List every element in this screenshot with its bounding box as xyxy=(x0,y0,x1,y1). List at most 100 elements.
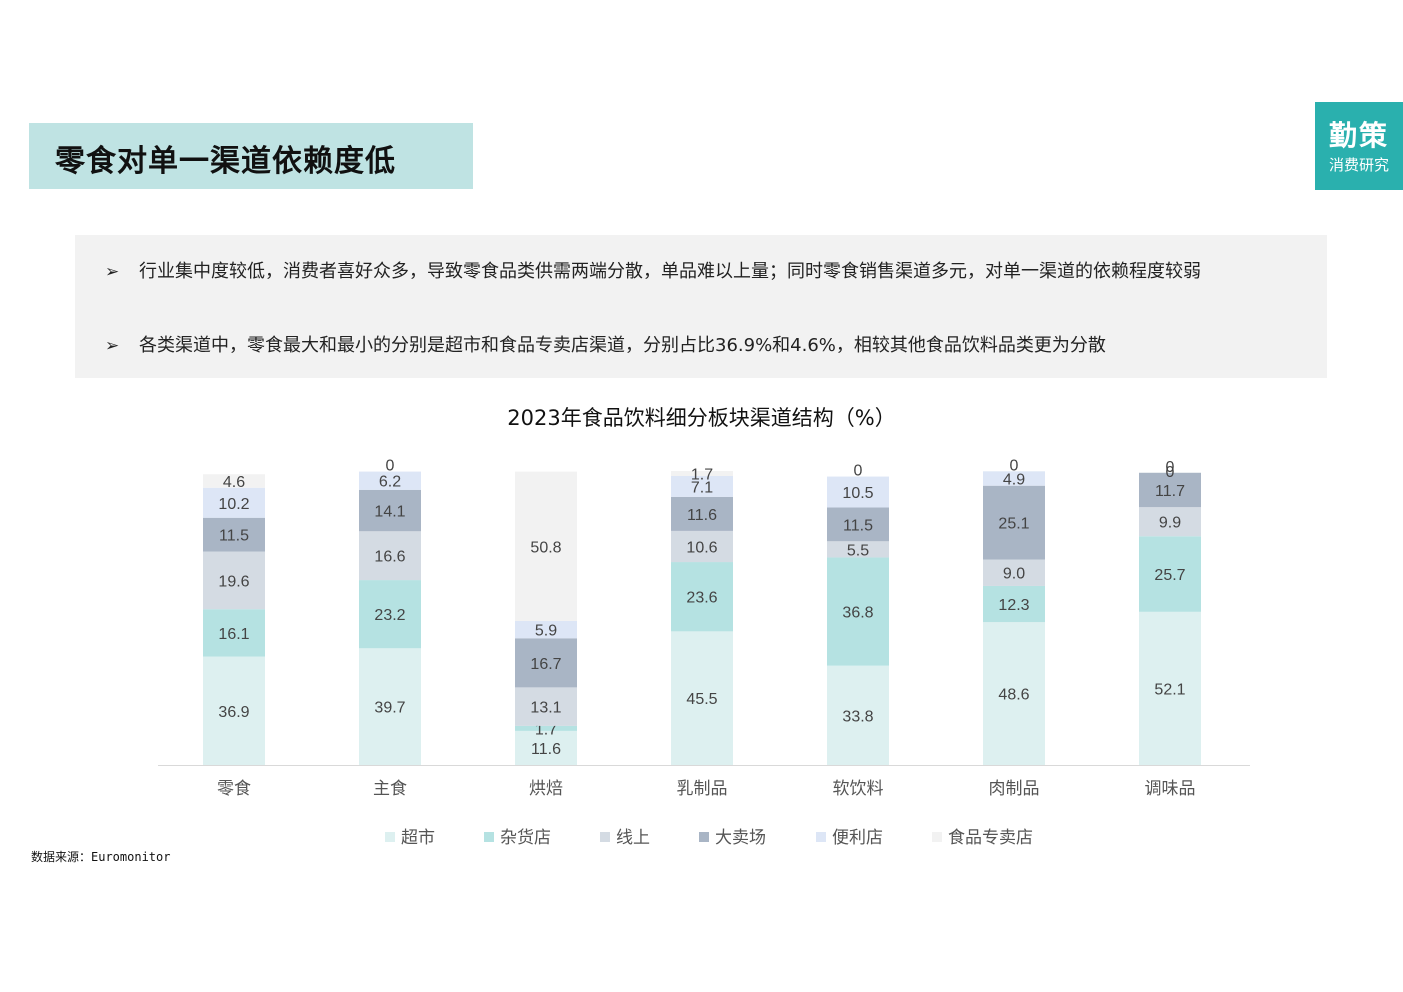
bar-segment xyxy=(203,517,265,552)
data-label: 6.2 xyxy=(379,474,401,491)
legend-label: 杂货店 xyxy=(500,828,551,848)
bar-segment xyxy=(1139,472,1201,508)
legend-label: 便利店 xyxy=(832,828,883,848)
data-label: 39.7 xyxy=(374,700,405,717)
bar-segment xyxy=(515,730,577,765)
x-tick-label: 软饮料 xyxy=(833,779,884,799)
bar-segment xyxy=(671,530,733,563)
data-label: 25.1 xyxy=(998,516,1029,533)
chart-title: 2023年食品饮料细分板块渠道结构（%） xyxy=(507,406,896,430)
bar-segment xyxy=(671,475,733,497)
section-title-box: 零食对单一渠道依赖度低 xyxy=(29,123,473,189)
legend-swatch xyxy=(484,832,494,842)
brand-logo: 勤策 消费研究 xyxy=(1315,102,1403,190)
legend-item: 杂货店 xyxy=(484,823,551,848)
data-label: 7.1 xyxy=(691,479,713,496)
data-label: 11.6 xyxy=(531,741,561,758)
data-label: 45.5 xyxy=(686,691,717,708)
data-label: 12.3 xyxy=(998,597,1029,614)
bar-segment xyxy=(827,507,889,542)
bar-segment xyxy=(827,557,889,666)
legend-item: 线上 xyxy=(600,823,650,848)
data-label: 4.9 xyxy=(1003,471,1025,488)
data-label: 11.5 xyxy=(843,517,873,534)
bar-segment xyxy=(359,531,421,581)
bar-segment xyxy=(515,687,577,726)
bullet-arrow-icon: ➢ xyxy=(105,262,120,282)
data-label: 25.7 xyxy=(1154,567,1185,584)
legend-item: 便利店 xyxy=(816,823,883,848)
x-tick-label: 乳制品 xyxy=(677,779,728,799)
logo-text-sub: 消费研究 xyxy=(1328,156,1389,174)
data-label: 13.1 xyxy=(530,700,561,717)
bar-segment xyxy=(671,562,733,632)
bar-segment xyxy=(515,620,577,639)
bar-segment xyxy=(359,580,421,649)
data-label: 11.6 xyxy=(687,507,717,524)
data-label: 0 xyxy=(1166,464,1175,481)
bar-segment xyxy=(827,476,889,508)
data-source-note: 数据来源：Euromonitor xyxy=(31,850,171,864)
data-label: 0 xyxy=(1166,459,1175,476)
data-label: 5.9 xyxy=(535,623,557,640)
data-label: 1.7 xyxy=(691,466,713,483)
data-label: 36.8 xyxy=(842,605,873,622)
data-label: 11.5 xyxy=(219,528,249,545)
chart-legend: 超市 杂货店 线上 大卖场 便利店 食品专卖店 xyxy=(0,823,1403,848)
x-tick-label: 烘焙 xyxy=(529,779,563,799)
data-label: 23.6 xyxy=(686,590,717,607)
bar-segment xyxy=(983,471,1045,486)
legend-label: 食品专卖店 xyxy=(948,828,1033,848)
bar-segment xyxy=(203,487,265,518)
data-label: 16.6 xyxy=(374,549,405,566)
legend-swatch xyxy=(699,832,709,842)
data-label: 10.5 xyxy=(842,485,873,502)
bar-segment xyxy=(671,496,733,531)
x-tick-label: 调味品 xyxy=(1145,779,1196,799)
bar-segment xyxy=(1139,507,1201,537)
data-label: 36.9 xyxy=(218,704,249,721)
data-label: 16.1 xyxy=(218,626,249,643)
data-label: 0 xyxy=(854,463,863,480)
stacked-bar-chart: 36.9 16.1 19.6 11.5 10.2 4.6 零食 39.7 23.2 16.6 14.… xyxy=(158,457,1250,799)
data-label: 23.2 xyxy=(374,607,405,624)
bar-segment xyxy=(515,638,577,688)
bullet-arrow-icon: ➢ xyxy=(105,336,120,356)
legend-item: 大卖场 xyxy=(699,823,766,848)
data-label: 33.8 xyxy=(842,708,873,725)
bar-segment xyxy=(1139,611,1201,765)
data-label: 0 xyxy=(386,458,395,475)
bar-segment xyxy=(359,471,421,490)
data-label: 19.6 xyxy=(218,573,249,590)
data-label: 16.7 xyxy=(530,656,561,673)
data-label: 50.8 xyxy=(530,539,561,556)
legend-swatch xyxy=(385,832,395,842)
bar-segment xyxy=(359,489,421,532)
x-tick-label: 零食 xyxy=(217,779,251,799)
bar-segment xyxy=(671,631,733,765)
legend-label: 线上 xyxy=(616,828,650,848)
data-label: 14.1 xyxy=(374,504,405,521)
summary-box: ➢ 行业集中度较低，消费者喜好众多，导致零食品类供需两端分散，单品难以上量；同时… xyxy=(75,235,1327,378)
logo-text-main: 勤策 xyxy=(1328,119,1389,152)
summary-point: 行业集中度较低，消费者喜好众多，导致零食品类供需两端分散，单品难以上量；同时零食… xyxy=(139,261,1201,282)
data-label: 10.6 xyxy=(686,539,717,556)
legend-swatch xyxy=(816,832,826,842)
bar-segment xyxy=(671,471,733,476)
page-title: 零食对单一渠道依赖度低 xyxy=(55,144,396,179)
data-label: 9.0 xyxy=(1003,566,1025,583)
bar-segment xyxy=(983,485,1045,560)
bar-segment xyxy=(359,648,421,765)
x-tick-label: 主食 xyxy=(373,779,407,799)
legend-swatch xyxy=(932,832,942,842)
legend-label: 超市 xyxy=(401,828,435,848)
data-label: 9.9 xyxy=(1159,515,1181,532)
data-label: 52.1 xyxy=(1154,681,1185,698)
bar-segment xyxy=(827,541,889,558)
summary-point: 各类渠道中，零食最大和最小的分别是超市和食品专卖店渠道，分别占比36.9%和4.… xyxy=(139,335,1106,356)
bar-segment xyxy=(1139,536,1201,612)
x-tick-label: 肉制品 xyxy=(989,779,1040,799)
bar-segment xyxy=(203,656,265,765)
data-label: 48.6 xyxy=(998,687,1029,704)
bar-segment xyxy=(827,665,889,765)
